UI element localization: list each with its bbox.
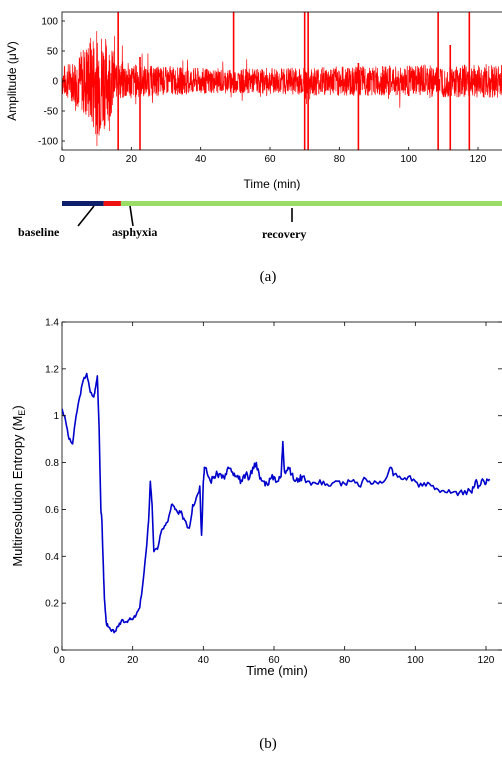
panel-a-y-tick-label: -50 (44, 107, 59, 118)
phase-segment-baseline (62, 201, 104, 206)
panel-b-y-axis-label-main: Multiresolution Entropy (M (10, 416, 25, 567)
panel-a-y-tick-label: 50 (47, 47, 59, 58)
panel-b-y-tick-label: 0.6 (45, 505, 59, 516)
panel-b-y-tick-label: 0.8 (45, 458, 59, 469)
panel-b-y-tick-label: 0.2 (45, 599, 59, 610)
panel-a-y-tick-label: -100 (38, 137, 58, 148)
entropy-series-line (62, 372, 491, 634)
panel-a-x-tick-label: 80 (334, 154, 346, 165)
panel-a-amplitude-chart: 0 20 40 60 80 100 120 100 50 0 -50 -100 Time (min)… (5, 11, 502, 285)
phase-pointer-asphyxia (129, 205, 134, 227)
panel-b-x-tick-label: 60 (268, 655, 280, 666)
panel-b-x-tick-label: 20 (127, 655, 139, 666)
panel-b-x-axis-label: Time (min) (246, 663, 308, 678)
panel-b-x-ticks: 0 20 40 60 80 100 120 (59, 322, 495, 666)
phase-segment-recovery (120, 201, 502, 206)
phase-pointer-baseline (77, 205, 95, 227)
phase-timeline (62, 201, 502, 206)
panel-b-y-axis-label-sub: E (17, 410, 27, 416)
phase-label-baseline: baseline (18, 225, 60, 239)
panel-b-axes (61, 321, 502, 651)
panel-a-y-tick-label: 100 (41, 17, 58, 28)
panel-b-y-tick-label: 0.4 (45, 552, 59, 563)
panel-b-y-tick-label: 1.2 (45, 364, 59, 375)
panel-b-x-tick-label: 120 (478, 655, 495, 666)
panel-a-x-tick-label: 40 (195, 154, 207, 165)
panel-b-y-tick-label: 1 (53, 411, 59, 422)
panel-a-x-tick-label: 0 (59, 154, 65, 165)
panel-b-y-tick-label: 0 (53, 646, 59, 657)
panel-b-entropy-chart: 0 20 40 60 80 100 120 0 0.2 0.4 0.6 0.8 1 1.2 1.4 Tim… (10, 318, 502, 752)
panel-a-y-ticks: 100 50 0 -50 -100 (38, 17, 65, 148)
phase-label-recovery: recovery (262, 227, 306, 241)
panel-b-x-tick-label: 40 (198, 655, 210, 666)
amplitude-trace (62, 31, 502, 146)
panel-a-x-axis-label: Time (min) (244, 177, 301, 191)
panel-b-y-axis-label-end: ) (10, 405, 25, 409)
panel-a-x-tick-label: 120 (470, 154, 487, 165)
panel-b-caption: (b) (259, 736, 277, 752)
panel-a-caption: (a) (260, 269, 277, 285)
panel-a-y-tick-label: 0 (52, 77, 58, 88)
amplitude-spikes (117, 12, 471, 150)
panel-a-x-ticks: 0 20 40 60 80 100 120 (59, 147, 487, 165)
phase-segment-asphyxia (103, 201, 121, 206)
panel-b-x-tick-label: 100 (407, 655, 424, 666)
panel-a-y-axis-label: Amplitude (μV) (5, 41, 19, 121)
panel-b-y-tick-label: 1.4 (45, 318, 59, 329)
phase-label-asphyxia: asphyxia (112, 225, 157, 239)
panel-b-frame (61, 321, 502, 651)
panel-b-x-tick-label: 80 (339, 655, 351, 666)
panel-a-x-tick-label: 60 (264, 154, 276, 165)
panel-b-y-ticks: 0 0.2 0.4 0.6 0.8 1 1.2 1.4 (45, 318, 502, 657)
panel-b-x-tick-label: 0 (59, 655, 65, 666)
entropy-line (62, 372, 491, 634)
panel-b-y-axis-label: Multiresolution Entropy (ME) (10, 405, 27, 566)
panel-a-x-tick-label: 20 (126, 154, 138, 165)
phase-labels: baseline asphyxia recovery (18, 205, 306, 241)
panel-a-x-tick-label: 100 (400, 154, 417, 165)
amplitude-signal (62, 31, 502, 146)
